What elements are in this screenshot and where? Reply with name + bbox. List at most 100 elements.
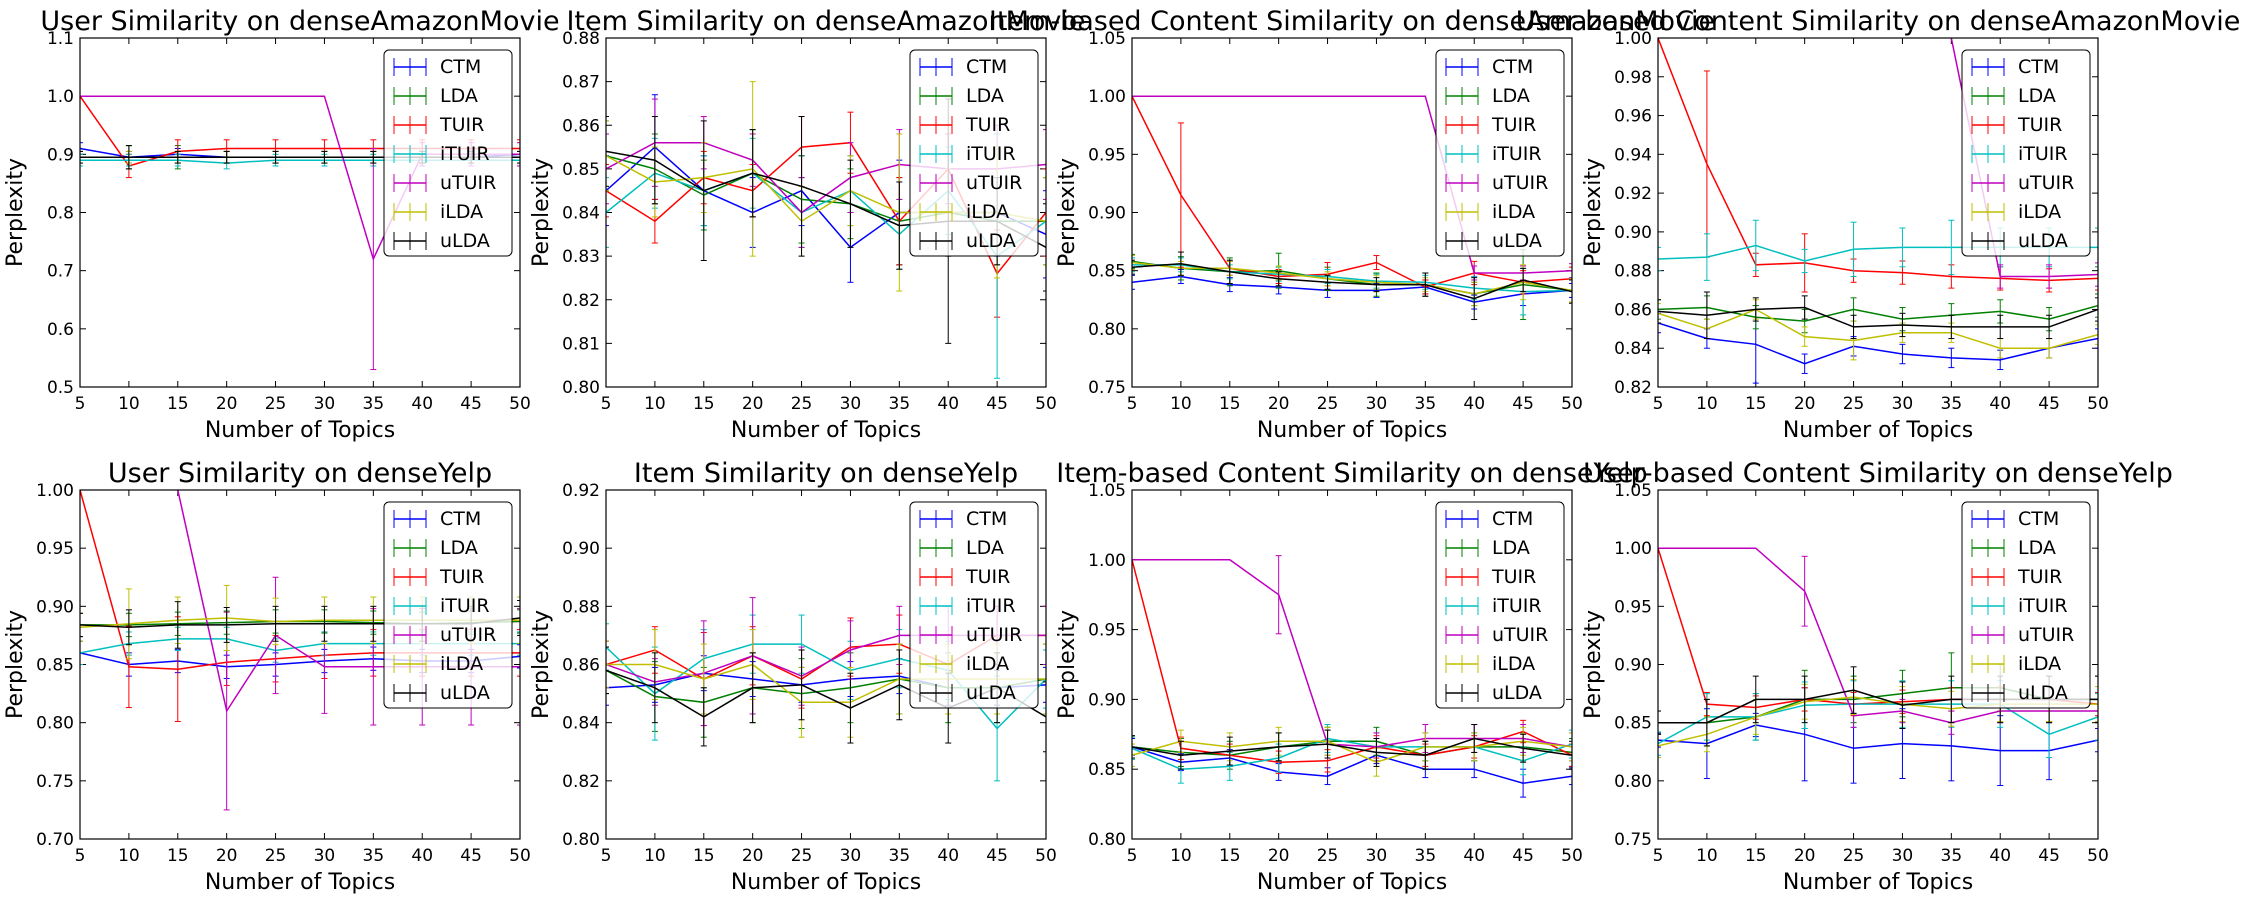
x-tick-label: 50 xyxy=(509,846,531,866)
plot-frame xyxy=(605,489,1047,840)
x-tick-label: 25 xyxy=(1843,394,1865,414)
legend-item: CTM xyxy=(1445,508,1533,530)
x-tick-label: 45 xyxy=(986,846,1008,866)
legend-item: uLDA xyxy=(919,682,1016,704)
legend-label: CTM xyxy=(1492,56,1533,78)
x-axis-label: Number of Topics xyxy=(1783,870,1973,895)
y-tick-label: 0.70 xyxy=(36,830,74,850)
legend-label: iTUIR xyxy=(440,595,490,617)
x-tick-label: 40 xyxy=(411,394,433,414)
x-tick-label: 35 xyxy=(363,846,385,866)
legend-label: CTM xyxy=(440,508,481,530)
series-line xyxy=(1132,275,1572,303)
x-tick-label: 15 xyxy=(1745,846,1767,866)
legend-item: TUIR xyxy=(919,566,1010,588)
y-tick-label: 1.05 xyxy=(1088,29,1126,49)
x-tick-label: 5 xyxy=(75,394,86,414)
x-tick-label: 15 xyxy=(693,846,715,866)
y-tick-label: 0.84 xyxy=(562,204,600,224)
legend-item: uLDA xyxy=(1971,230,2068,252)
legend: CTM LDA TUIR iTUIR uTUIR iLDA uLDA xyxy=(1435,49,1565,257)
legend-item: uTUIR xyxy=(393,172,496,194)
series-uLDA xyxy=(1658,291,2098,340)
x-axis-label: Number of Topics xyxy=(731,870,921,895)
legend-label: CTM xyxy=(966,56,1007,78)
legend-item: TUIR xyxy=(393,114,484,136)
legend-item: uLDA xyxy=(1971,682,2068,704)
chart-title: Item Similarity on denseAmazonMovie xyxy=(566,6,1085,37)
x-tick-label: 40 xyxy=(937,394,959,414)
y-tick-label: 0.90 xyxy=(562,539,600,559)
legend-item: iLDA xyxy=(1971,653,2061,675)
x-axis-label: Number of Topics xyxy=(205,418,395,443)
y-tick-label: 0.8 xyxy=(47,204,74,224)
x-tick-label: 30 xyxy=(1366,394,1388,414)
plot-frame xyxy=(1131,489,1573,840)
legend-label: uTUIR xyxy=(2018,172,2074,194)
legend-item: iTUIR xyxy=(1445,595,1542,617)
x-tick-label: 40 xyxy=(411,846,433,866)
plot-area xyxy=(1658,38,2098,384)
chart-title: User-based Content Similarity on denseAm… xyxy=(1516,6,2241,37)
legend-item: iTUIR xyxy=(393,143,490,165)
x-tick-label: 25 xyxy=(1317,394,1339,414)
chart-panel: User-based Content Similarity on denseYe… xyxy=(1581,458,2173,895)
x-tick-label: 25 xyxy=(1843,846,1865,866)
x-tick-label: 40 xyxy=(1463,394,1485,414)
legend-label: uLDA xyxy=(2018,682,2068,704)
x-tick-label: 35 xyxy=(889,394,911,414)
legend-item: TUIR xyxy=(1971,566,2062,588)
x-tick-label: 15 xyxy=(1219,846,1241,866)
y-tick-label: 0.85 xyxy=(562,160,600,180)
y-axis-label: Perplexity xyxy=(3,158,28,267)
legend-item: uTUIR xyxy=(1971,624,2074,646)
legend-label: uTUIR xyxy=(966,624,1022,646)
legend-label: LDA xyxy=(1492,537,1530,559)
chart-title: User Similarity on denseAmazonMovie xyxy=(40,6,559,37)
y-tick-label: 0.90 xyxy=(1088,204,1126,224)
x-tick-label: 25 xyxy=(791,394,813,414)
series-CTM xyxy=(1132,269,1572,310)
x-axis-label: Number of Topics xyxy=(1257,870,1447,895)
y-tick-label: 0.90 xyxy=(1614,223,1652,243)
legend-item: iTUIR xyxy=(1971,595,2068,617)
y-tick-label: 0.85 xyxy=(36,656,74,676)
legend-label: uTUIR xyxy=(1492,624,1548,646)
legend-box xyxy=(1961,49,2091,257)
y-tick-label: 1.00 xyxy=(36,481,74,501)
legend-label: iLDA xyxy=(2018,201,2061,223)
series-line xyxy=(1132,746,1572,784)
x-tick-label: 10 xyxy=(1170,394,1192,414)
series-line xyxy=(1658,306,2098,328)
legend-item: uTUIR xyxy=(1971,172,2074,194)
legend-label: uLDA xyxy=(1492,682,1542,704)
legend-item: uLDA xyxy=(393,682,490,704)
y-tick-label: 0.87 xyxy=(562,73,600,93)
legend-label: uLDA xyxy=(966,230,1016,252)
y-tick-label: 0.90 xyxy=(1614,656,1652,676)
legend-label: LDA xyxy=(1492,85,1530,107)
legend-label: uTUIR xyxy=(1492,172,1548,194)
x-tick-label: 25 xyxy=(265,846,287,866)
x-tick-label: 30 xyxy=(840,394,862,414)
x-tick-label: 20 xyxy=(1794,394,1816,414)
series-line xyxy=(1658,322,2098,365)
legend-item: LDA xyxy=(1445,85,1530,107)
y-tick-label: 0.7 xyxy=(47,262,74,282)
x-tick-label: 15 xyxy=(1745,394,1767,414)
y-axis-label: Perplexity xyxy=(1581,610,1606,719)
x-tick-label: 30 xyxy=(1366,846,1388,866)
legend-box xyxy=(909,501,1039,709)
x-tick-label: 40 xyxy=(1989,846,2011,866)
legend-label: TUIR xyxy=(2017,566,2062,588)
legend-item: iTUIR xyxy=(1445,143,1542,165)
x-tick-label: 10 xyxy=(1696,846,1718,866)
y-tick-label: 0.86 xyxy=(1614,300,1652,320)
legend-item: CTM xyxy=(919,56,1007,78)
legend-item: TUIR xyxy=(1445,114,1536,136)
legend-label: TUIR xyxy=(2017,114,2062,136)
legend-item: iLDA xyxy=(1445,653,1535,675)
chart-title: User Similarity on denseYelp xyxy=(108,458,492,489)
legend-item: iTUIR xyxy=(919,143,1016,165)
